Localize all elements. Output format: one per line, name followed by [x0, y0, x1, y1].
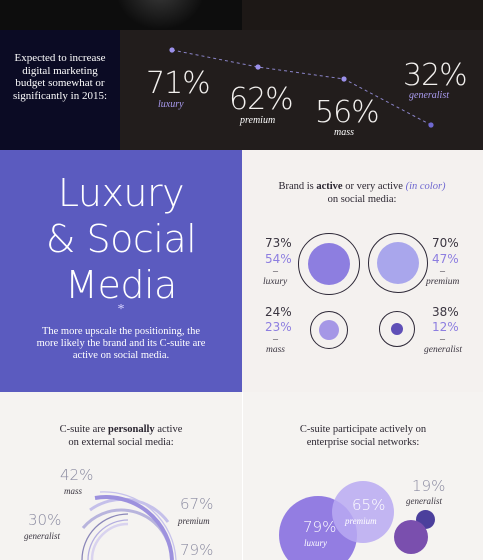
- enterprise-bubble-premium: [332, 481, 394, 543]
- brand-dash-generalist: –: [440, 334, 445, 345]
- budget-point-premium: [255, 64, 261, 70]
- brand-total-premium: 70%: [432, 236, 459, 250]
- asterisk-icon: *: [117, 302, 125, 317]
- personal-label-premium: premium: [178, 516, 210, 526]
- brand-dot-luxury: [308, 243, 350, 285]
- brand-dash-premium: –: [440, 266, 445, 277]
- brand-label-premium: premium: [426, 277, 460, 287]
- brand-total-luxury: 73%: [265, 236, 292, 250]
- brand-dot-generalist: [391, 323, 403, 335]
- brand-ring-mass: [310, 311, 348, 349]
- enterprise-value-luxury: 79%: [303, 518, 337, 536]
- title-line-2: & Social: [45, 217, 197, 261]
- budget-description: Expected to increase digital marketing b…: [12, 52, 108, 102]
- enterprise-label-generalist: generalist: [406, 496, 442, 506]
- enterprise-value-premium: 65%: [352, 496, 386, 514]
- arc-luxury-outline: [99, 491, 177, 560]
- brand-ring-luxury: [298, 233, 360, 295]
- enterprise-bubble-extra: [394, 520, 428, 554]
- budget-description-panel: [0, 30, 120, 150]
- arc-generalist-outline: [81, 513, 129, 560]
- personal-value-luxury: 79%: [180, 541, 214, 559]
- brand-active-heading: Brand is active or very active (in color…: [278, 181, 446, 205]
- enterprise-heading: C-suite participate actively on enterpri…: [299, 424, 427, 448]
- title-subtitle: The more upscale the positioning, the mo…: [36, 326, 206, 361]
- budget-trend-line: [169, 47, 434, 128]
- brand-very-mass: 23%: [265, 320, 292, 334]
- budget-value-generalist: 32%: [403, 58, 468, 93]
- enterprise-value-generalist: 19%: [412, 477, 446, 495]
- header-photo-right: [242, 0, 483, 30]
- budget-point-mass: [341, 76, 347, 82]
- csuite-divider: [242, 392, 243, 560]
- title-line-1: Luxury: [57, 171, 185, 215]
- brand-ring-generalist: [379, 311, 415, 347]
- brand-label-mass: mass: [266, 345, 286, 355]
- enterprise-label-luxury: luxury: [304, 538, 327, 548]
- brand-dash-mass: –: [273, 334, 278, 345]
- personal-heading: C-suite are personally active on externa…: [59, 424, 183, 448]
- brand-ring-premium: [368, 233, 428, 293]
- budget-point-generalist: [428, 122, 434, 128]
- budget-label-generalist: generalist: [409, 90, 449, 101]
- personal-label-generalist: generalist: [24, 531, 60, 541]
- title-line-3: Media: [65, 263, 177, 307]
- budget-label-premium: premium: [240, 115, 276, 126]
- brand-active-panel: [242, 150, 483, 392]
- budget-label-luxury: luxury: [158, 99, 184, 110]
- brand-dash-luxury: –: [273, 266, 278, 277]
- arc-generalist: [90, 522, 129, 560]
- budget-label-mass: mass: [334, 127, 355, 138]
- brand-total-mass: 24%: [265, 305, 292, 319]
- personal-value-mass: 42%: [60, 466, 94, 484]
- page-title: Luxury & Social Media: [0, 170, 242, 308]
- personal-value-premium: 67%: [180, 495, 214, 513]
- brand-dot-premium: [377, 242, 419, 284]
- brand-very-generalist: 12%: [432, 320, 459, 334]
- budget-value-premium: 62%: [229, 82, 294, 117]
- brand-label-luxury: luxury: [263, 277, 288, 287]
- budget-point-luxury: [169, 47, 175, 53]
- personal-arcs: [81, 491, 177, 560]
- title-panel: [0, 150, 242, 392]
- arc-luxury: [94, 495, 174, 560]
- brand-very-premium: 47%: [432, 252, 459, 266]
- personal-value-generalist: 30%: [28, 511, 62, 529]
- arc-mass: [87, 519, 129, 560]
- budget-value-mass: 56%: [315, 95, 380, 130]
- enterprise-label-premium: premium: [345, 516, 377, 526]
- brand-dot-mass: [319, 320, 339, 340]
- personal-label-mass: mass: [64, 486, 83, 496]
- brand-very-luxury: 54%: [265, 252, 292, 266]
- budget-value-luxury: 71%: [146, 66, 211, 101]
- brand-label-generalist: generalist: [424, 345, 462, 355]
- budget-chart-panel: [120, 30, 483, 150]
- brand-total-generalist: 38%: [432, 305, 459, 319]
